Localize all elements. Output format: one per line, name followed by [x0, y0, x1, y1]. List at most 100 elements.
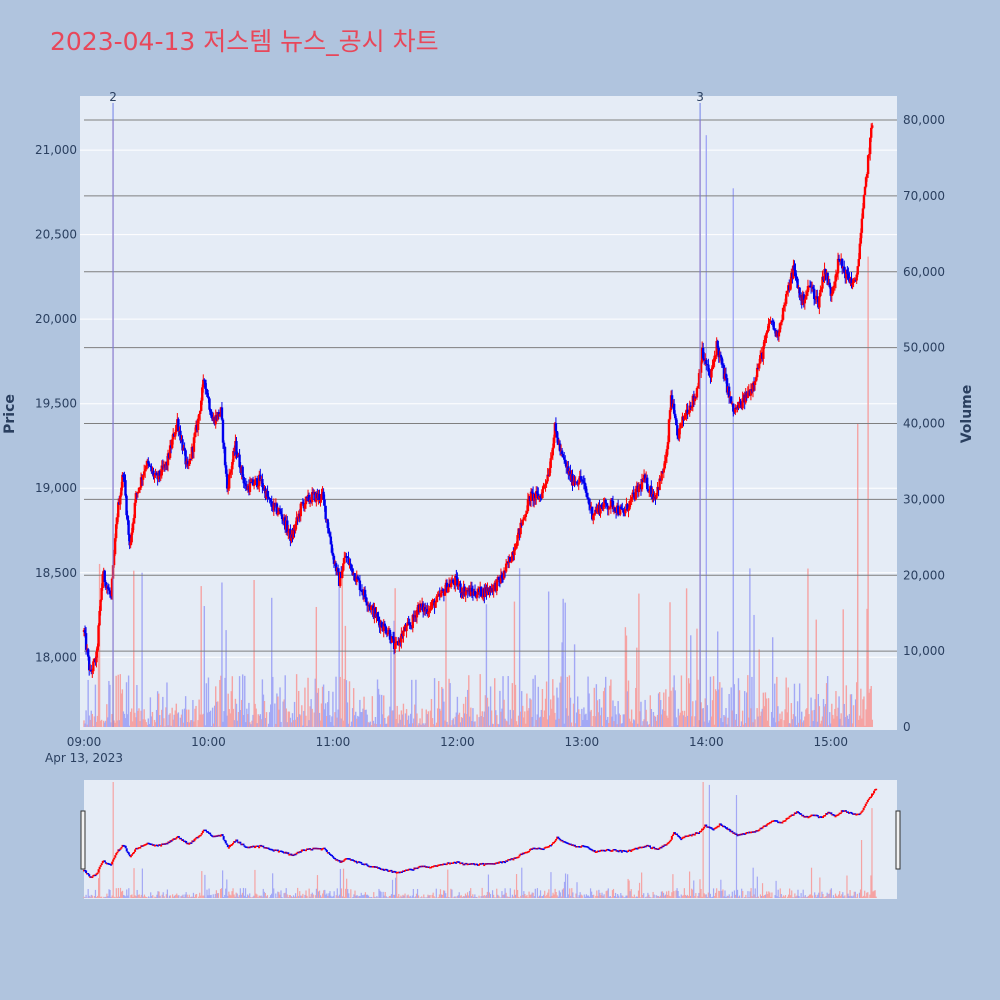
slider-volume-bar — [286, 894, 288, 898]
volume-bar — [255, 708, 257, 727]
volume-bar — [587, 676, 589, 727]
volume-bar — [401, 714, 404, 727]
volume-bar — [865, 709, 867, 727]
slider-volume-bar — [850, 895, 852, 898]
volume-bar — [752, 722, 754, 727]
candle-body — [710, 368, 713, 378]
slider-volume-bar — [131, 894, 133, 898]
main-plot-area[interactable] — [80, 96, 897, 730]
candle-body — [629, 499, 632, 502]
slider-candle — [636, 848, 639, 850]
candle-body — [823, 269, 826, 280]
candle-body — [224, 465, 228, 474]
candle-body — [594, 509, 597, 514]
volume-bar — [284, 675, 286, 727]
slider-volume-bar — [550, 872, 552, 898]
volume-bar — [791, 719, 794, 727]
candle-body — [648, 491, 651, 493]
volume-bar — [537, 686, 539, 727]
candle-body — [98, 610, 101, 626]
volume-bar — [466, 713, 468, 727]
slider-candle — [599, 849, 602, 852]
volume-bar — [420, 724, 422, 727]
volume-bar — [532, 678, 534, 727]
slider-candle — [326, 852, 329, 854]
slider-volume-bar — [612, 888, 615, 898]
candle-body — [719, 354, 723, 358]
volume-bar — [474, 721, 476, 727]
slider-volume-bar — [321, 896, 323, 898]
slider-candle — [502, 861, 505, 863]
candle-body — [132, 518, 135, 524]
slider-volume-bar — [776, 896, 778, 898]
range-slider[interactable] — [84, 780, 897, 899]
slider-candle — [384, 868, 387, 871]
volume-bar — [543, 710, 546, 727]
slider-candle — [100, 863, 103, 866]
slider-candle — [175, 836, 178, 839]
candle-body — [384, 626, 388, 634]
candle-body — [429, 605, 432, 611]
slider-volume-bar — [231, 891, 233, 898]
volume-bar — [215, 686, 217, 727]
slider-candle — [803, 816, 806, 818]
slider-volume-bar — [698, 892, 700, 898]
slider-candle — [468, 863, 471, 866]
slider-candle — [815, 814, 818, 817]
candle-body — [286, 520, 289, 533]
slider-volume-bar — [634, 897, 636, 898]
volume-bar — [585, 713, 587, 727]
volume-bar — [661, 714, 663, 727]
volume-bar — [765, 698, 768, 727]
slider-candle — [442, 863, 445, 865]
volume-bar — [773, 717, 775, 727]
slider-volume-bar — [410, 897, 412, 898]
slider-candle — [492, 863, 495, 865]
volume-bar — [204, 725, 207, 727]
volume-bar — [237, 711, 240, 727]
volume-bar — [317, 688, 320, 727]
slider-candle — [664, 844, 667, 846]
slider-volume-bar — [526, 895, 528, 898]
candle-body — [231, 462, 234, 470]
volume-bar — [713, 724, 716, 727]
slider-volume-bar — [217, 893, 220, 898]
slider-candle — [141, 845, 144, 847]
volume-bar — [383, 695, 385, 727]
slider-candle — [622, 850, 625, 852]
slider-candle — [500, 861, 503, 864]
volume-bar — [278, 709, 280, 727]
volume-bar — [103, 720, 105, 727]
slider-volume-bar — [530, 894, 532, 898]
slider-candle — [268, 848, 271, 850]
slider-candle — [716, 825, 719, 828]
volume-bar — [858, 719, 860, 727]
slider-volume-bar — [720, 879, 722, 898]
range-slider-left-handle[interactable] — [80, 810, 86, 870]
slider-candle — [434, 865, 437, 867]
slider-candle — [581, 845, 584, 847]
slider-volume-bar — [355, 895, 357, 898]
slider-volume-bar — [668, 890, 670, 898]
volume-bar — [711, 700, 714, 727]
volume-bar — [509, 709, 511, 727]
slider-candle — [618, 849, 621, 852]
slider-volume-bar — [406, 895, 408, 898]
slider-volume-bar — [90, 894, 92, 898]
slider-volume-bar — [483, 894, 485, 898]
candle-body — [859, 232, 863, 244]
slider-candle — [444, 863, 447, 866]
volume-bar — [482, 717, 485, 727]
volume-bar — [790, 703, 793, 727]
slider-candle — [657, 848, 660, 851]
slider-candle — [625, 850, 627, 853]
candle-body — [150, 466, 153, 472]
candle-body — [592, 515, 595, 520]
volume-bar — [449, 683, 451, 727]
slider-candle — [423, 865, 426, 868]
slider-candle — [796, 811, 799, 813]
range-slider-right-handle[interactable] — [895, 810, 901, 870]
slider-volume-bar — [91, 895, 93, 898]
slider-volume-bar — [304, 894, 306, 898]
slider-candle — [214, 835, 217, 838]
